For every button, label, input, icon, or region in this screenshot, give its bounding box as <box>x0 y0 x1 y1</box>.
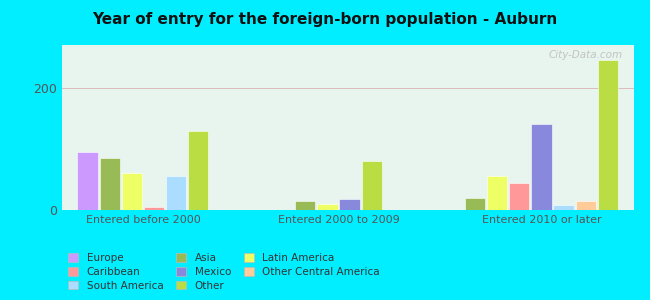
Bar <box>166 176 187 210</box>
Bar <box>317 204 337 210</box>
Bar <box>487 176 508 210</box>
Bar <box>531 124 552 210</box>
Bar <box>576 201 596 210</box>
Bar <box>339 199 359 210</box>
Legend: Europe, Caribbean, South America, Asia, Mexico, Other, Latin America, Other Cent: Europe, Caribbean, South America, Asia, … <box>64 249 384 295</box>
Text: City-Data.com: City-Data.com <box>548 50 622 60</box>
Bar <box>361 161 382 210</box>
Bar <box>122 173 142 210</box>
Bar <box>144 207 164 210</box>
Bar <box>554 205 574 210</box>
Bar <box>465 198 485 210</box>
Bar <box>77 152 98 210</box>
Bar <box>99 158 120 210</box>
Bar <box>295 201 315 210</box>
Bar <box>188 130 209 210</box>
Bar <box>509 182 530 210</box>
Bar <box>598 60 618 210</box>
Text: Year of entry for the foreign-born population - Auburn: Year of entry for the foreign-born popul… <box>92 12 558 27</box>
